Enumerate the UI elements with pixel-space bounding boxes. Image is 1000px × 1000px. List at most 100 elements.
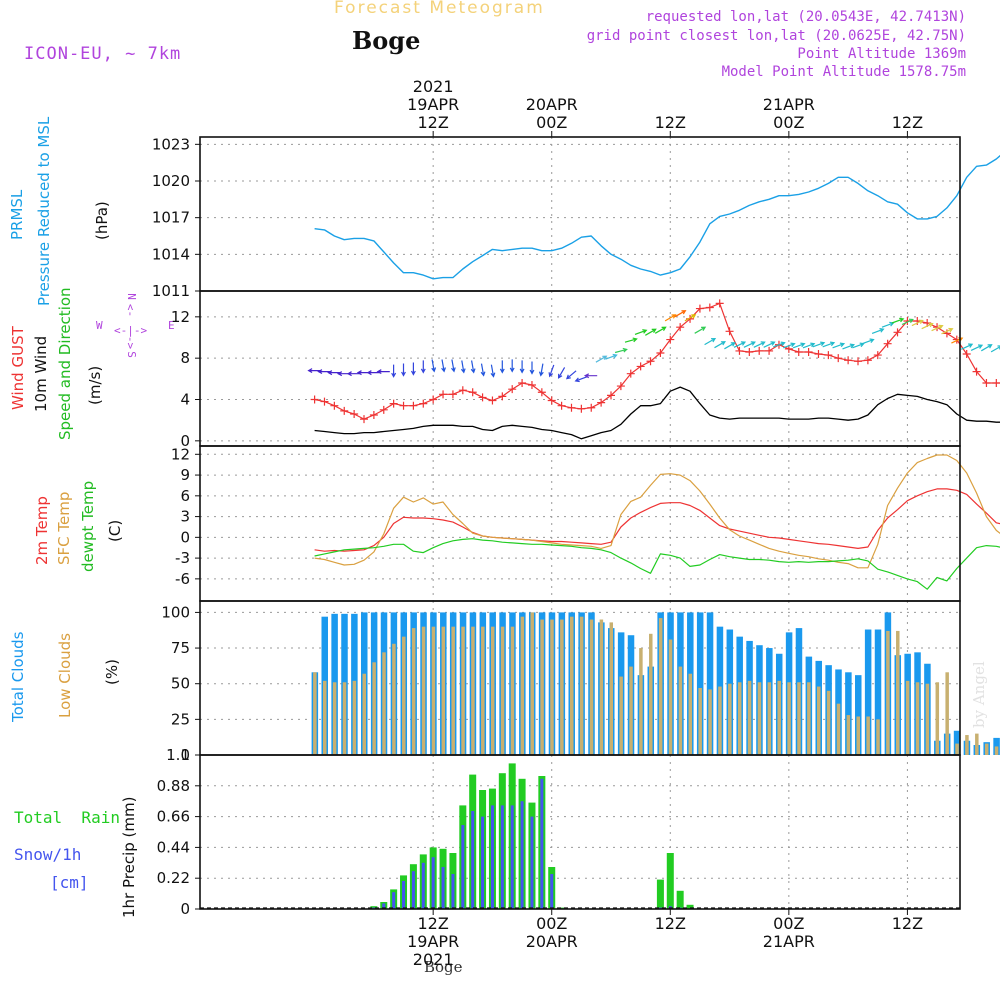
wind-gust-point	[488, 396, 497, 405]
snow-bar	[411, 871, 415, 909]
low-clouds-bar	[411, 628, 416, 755]
time-label-top: 20APR	[526, 95, 578, 114]
low-clouds-bar	[718, 686, 722, 755]
wind-gust-point	[814, 350, 823, 359]
wind-gust-point	[439, 390, 448, 399]
time-label-top: 19APR	[407, 95, 459, 114]
model-label: ICON-EU, ~ 7km	[24, 44, 182, 64]
low-clouds-bar	[322, 680, 327, 755]
low-clouds-bar	[668, 639, 673, 755]
wind-gust-point	[508, 385, 517, 394]
low-clouds-bar	[560, 619, 564, 755]
low-clouds-bar	[787, 682, 791, 755]
wind-gust-point	[379, 405, 388, 414]
wind-direction-arrow	[871, 328, 885, 334]
total-clouds-bar	[696, 612, 704, 755]
time-label-bottom: 12Z	[892, 914, 923, 933]
pressure-line	[314, 154, 1000, 280]
low-clouds-bar	[372, 662, 376, 755]
wind-gust-point	[636, 362, 645, 371]
low-clouds-bar	[619, 676, 623, 755]
wind-direction-arrow	[664, 314, 677, 322]
wind-gust-point	[834, 354, 843, 363]
wind-direction-arrow	[480, 363, 486, 377]
wind-10m-line	[314, 386, 1000, 440]
wind-direction-arrow	[557, 367, 566, 379]
y-tick-label: 12	[171, 308, 190, 326]
low-clouds-bar	[471, 626, 475, 755]
snow-bar	[461, 825, 465, 909]
rain-bar	[676, 890, 684, 909]
low-clouds-bar	[915, 682, 920, 755]
wind-direction-arrow	[595, 355, 608, 363]
time-label-bottom: 00Z	[773, 914, 804, 933]
y-tick-label: -3	[175, 549, 190, 567]
wind-gust-point	[666, 335, 675, 344]
total-clouds-bar	[706, 612, 714, 755]
location-name: Boge	[352, 26, 421, 55]
low-clouds-bar	[639, 648, 643, 755]
wind-direction-arrow	[538, 363, 544, 377]
snow-bar	[530, 816, 534, 909]
time-label-top: 21APR	[763, 95, 815, 114]
chart-title: Forecast Meteogram	[334, 0, 545, 18]
wind-gust-point	[765, 346, 774, 355]
wind-direction-arrow	[366, 370, 380, 376]
wind-direction-arrow	[634, 329, 648, 335]
time-label-top: 00Z	[773, 113, 804, 132]
temp-2m-line	[314, 488, 1000, 552]
wind-direction-arrow	[743, 341, 756, 348]
wind-gust-point	[478, 393, 487, 402]
time-label-bottom: 12Z	[418, 914, 449, 933]
low-clouds-bar	[965, 735, 969, 755]
wind-direction-arrow	[812, 341, 826, 348]
low-clouds-bar	[935, 682, 940, 755]
low-clouds-bar	[945, 672, 949, 755]
wind-gust-point	[547, 396, 556, 405]
y-tick-label: 8	[180, 349, 190, 367]
low-clouds-bar	[629, 666, 633, 755]
wind-direction-arrow	[802, 342, 816, 349]
low-clouds-bar	[984, 743, 989, 755]
low-clouds-bar	[737, 682, 742, 755]
low-clouds-bar	[599, 619, 604, 755]
snow-bar	[451, 874, 455, 909]
time-label-bottom: 21APR	[763, 932, 815, 951]
wind-direction-arrow	[911, 319, 924, 327]
snow-bar	[481, 816, 485, 909]
wind-direction-arrow	[733, 341, 747, 348]
low-clouds-bar	[905, 680, 910, 755]
low-clouds-bar	[955, 743, 959, 755]
low-clouds-bar	[836, 703, 841, 755]
low-clouds-bar	[797, 682, 801, 755]
total-clouds-bar	[864, 629, 872, 755]
temp-dewpt-line	[314, 538, 1000, 590]
wind-gust-point	[537, 388, 546, 397]
low-clouds-bar	[530, 612, 534, 755]
snow-bar	[431, 857, 435, 909]
low-clouds-bar	[382, 652, 386, 755]
low-clouds-bar	[876, 719, 880, 755]
footer-location: Boge	[424, 958, 463, 976]
wind-gust-point	[735, 346, 744, 355]
low-clouds-bar	[332, 682, 337, 755]
time-label-top: 00Z	[536, 113, 567, 132]
temp-sfc-line	[314, 454, 1000, 569]
wind-direction-arrow	[674, 310, 687, 318]
wind-gust-point	[389, 399, 398, 408]
wind-direction-arrow	[822, 341, 836, 348]
snow-label: Snow/1h	[14, 845, 82, 864]
wind-direction-arrow	[881, 321, 895, 328]
snow-bar	[421, 862, 425, 909]
wind-gust-point	[527, 381, 536, 390]
low-clouds-bar	[540, 619, 544, 755]
wind-direction-arrow	[684, 314, 697, 322]
wind-direction-arrow	[431, 359, 437, 373]
time-label-bottom: 19APR	[407, 932, 459, 951]
y-tick-label: 3	[180, 508, 190, 526]
total-clouds-bar	[845, 672, 852, 755]
wind-gust-point	[518, 378, 527, 387]
wind-gust-point	[577, 404, 586, 413]
wind-gust-point	[992, 378, 1000, 387]
